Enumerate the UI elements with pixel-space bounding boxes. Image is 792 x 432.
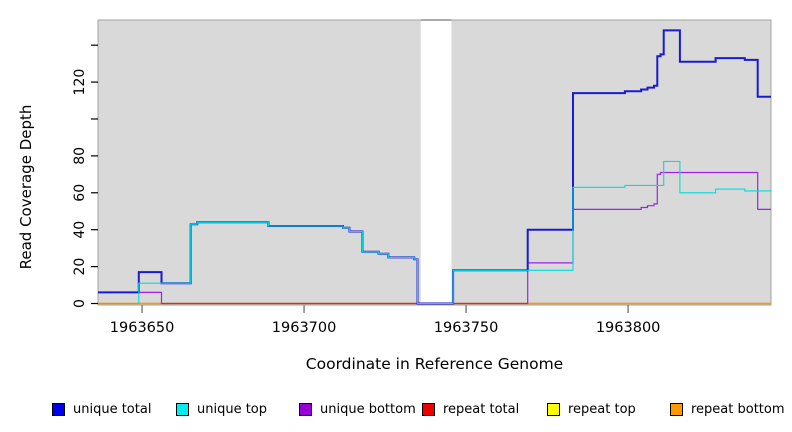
- series-line-unique-bottom: [98, 171, 771, 305]
- legend-swatch-icon: [670, 402, 683, 416]
- legend-label: repeat total: [443, 401, 520, 417]
- legend-swatch-icon: [176, 402, 189, 416]
- y-tick-label: 60: [72, 184, 88, 202]
- legend-swatch-icon: [547, 402, 560, 416]
- x-axis-title: Coordinate in Reference Genome: [305, 355, 564, 373]
- x-tick-label: 1963750: [434, 320, 499, 336]
- y-tick-label: 80: [72, 147, 88, 165]
- legend-item-unique-total: unique total: [52, 398, 151, 420]
- x-tick-label: 1963800: [596, 320, 661, 336]
- x-tick-label: 1963650: [110, 320, 175, 336]
- coverage-gap-band: [420, 13, 452, 305]
- legend-label: repeat top: [568, 401, 636, 417]
- y-tick-label: 20: [72, 258, 88, 276]
- legend-swatch-icon: [52, 402, 65, 416]
- legend-item-unique-bottom: unique bottom: [299, 398, 416, 420]
- legend-item-repeat-bottom: repeat bottom: [670, 398, 785, 420]
- legend-swatch-icon: [422, 402, 435, 416]
- coverage-chart: 0 20 40 60 80 120 1963650 1963700 1963750 1963800: [72, 13, 772, 336]
- y-tick-label: 40: [72, 221, 88, 239]
- series-line-unique-top: [98, 160, 771, 305]
- legend-item-repeat-total: repeat total: [422, 398, 519, 420]
- legend-swatch-icon: [299, 402, 312, 416]
- legend-item-unique-top: unique top: [176, 398, 267, 420]
- y-axis-title: Read Coverage Depth: [17, 104, 35, 270]
- y-tick-label: 0: [72, 299, 88, 308]
- legend-label: unique bottom: [320, 401, 416, 417]
- legend-label: unique total: [73, 401, 152, 417]
- legend-label: repeat bottom: [691, 401, 785, 417]
- x-tick-label: 1963700: [272, 320, 337, 336]
- legend: unique total unique top unique bottom repea…: [0, 398, 792, 422]
- y-tick-label: 120: [72, 69, 88, 96]
- legend-label: unique top: [197, 401, 268, 417]
- legend-item-repeat-top: repeat top: [547, 398, 636, 420]
